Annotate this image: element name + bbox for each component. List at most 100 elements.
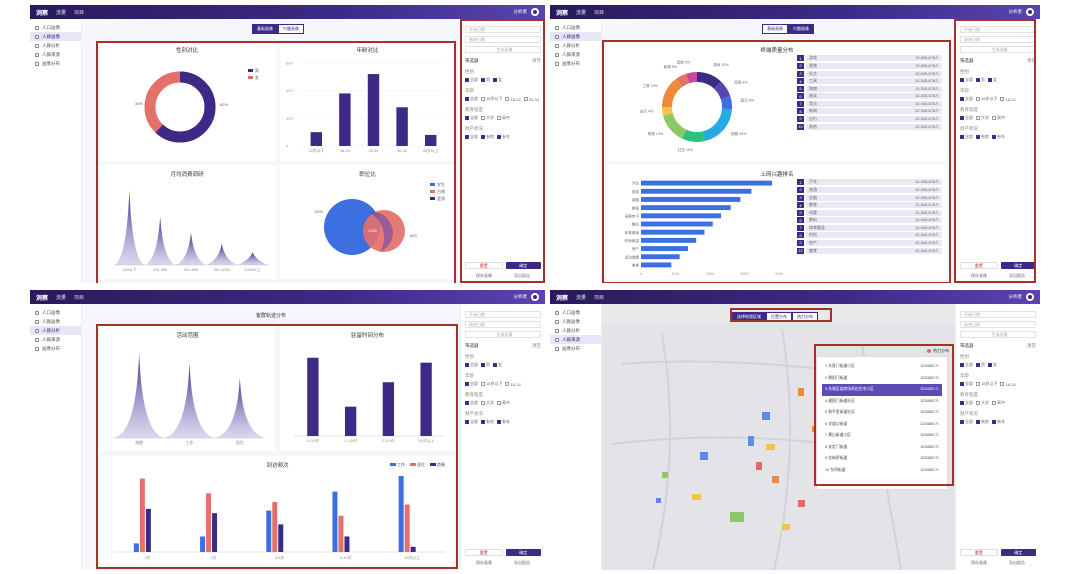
generate-button[interactable]: 生成画像 (465, 46, 541, 53)
age-opt-all[interactable]: 全部 (960, 96, 973, 102)
sidebar-item-distribution[interactable]: 画像分布 (550, 59, 601, 68)
gender-opt-female[interactable]: 女 (493, 77, 502, 83)
export-report-link[interactable]: 导出报告 (1009, 560, 1025, 565)
user-avatar-icon[interactable] (531, 8, 539, 16)
sidebar-item-crowd-source[interactable]: 人群来源 (550, 335, 601, 344)
sidebar-item-crowd-analysis[interactable]: 人群分析 (30, 326, 81, 335)
age-opt-1[interactable]: 18岁以下 (481, 96, 502, 102)
place-row[interactable]: 4 建国门街道社区 3234567人 (822, 396, 942, 408)
user-name[interactable]: 分析者 (1008, 9, 1023, 14)
save-profile-link[interactable]: 保存画像 (971, 560, 987, 565)
sidebar-item-population[interactable]: 人口画像 (550, 23, 601, 32)
gender-opt-all[interactable]: 全部 (960, 362, 973, 368)
edu-opt-all[interactable]: 全部 (960, 400, 973, 406)
sidebar-item-crowd-analysis[interactable]: 人群分析 (550, 326, 601, 335)
rank-row[interactable]: 7 体育健身 12,345,678人 (797, 224, 942, 231)
place-row[interactable]: 5 和平里街道社区 3234567人 (822, 407, 942, 419)
nav-item-project[interactable]: 项目 (74, 9, 85, 16)
edu-opt-all[interactable]: 全部 (465, 400, 478, 406)
age-opt-1[interactable]: 18岁以下 (976, 381, 997, 387)
sidebar-item-population[interactable]: 人口画像 (30, 23, 81, 32)
sidebar-item-crowd-profile[interactable]: 人群画像 (550, 317, 601, 326)
sidebar-item-crowd-profile[interactable]: 人群画像 (30, 317, 81, 326)
edu-opt-1[interactable]: 大学 (481, 400, 494, 406)
gender-opt-female[interactable]: 女 (988, 362, 997, 368)
prop-opt-all[interactable]: 全部 (465, 134, 478, 140)
rank-row[interactable]: 5 母婴 12,345,678人 (797, 209, 942, 216)
prop-opt-all[interactable]: 全部 (465, 419, 478, 425)
prop-opt-1[interactable]: 有房 (481, 419, 494, 425)
edu-opt-2[interactable]: 高中 (497, 400, 510, 406)
rank-row[interactable]: 2 旅游 12,345,678人 (797, 186, 942, 194)
sidebar-item-distribution[interactable]: 画像分布 (30, 344, 81, 353)
rank-row[interactable]: 10 美食 12,345,678人 (797, 247, 942, 254)
prop-opt-2[interactable]: 有车 (497, 419, 510, 425)
rank-row[interactable]: 4 教育 12,345,678人 (797, 202, 942, 209)
user-name[interactable]: 分析者 (1008, 294, 1023, 299)
sidebar-item-crowd-profile[interactable]: 人群画像 (30, 32, 81, 41)
place-row[interactable]: 10 东四街道 3234567人 (822, 465, 942, 477)
nav-item-project[interactable]: 项目 (594, 294, 605, 301)
rank-row[interactable]: 6 阅读 12,345,678人 (797, 93, 942, 100)
tab-interest[interactable]: 兴趣画像 (788, 24, 814, 34)
edu-opt-all[interactable]: 全部 (465, 115, 478, 121)
edu-opt-1[interactable]: 大学 (976, 115, 989, 121)
tab-basic[interactable]: 基础画像 (762, 24, 788, 34)
export-report-link[interactable]: 导出报告 (1009, 273, 1025, 278)
start-date-input[interactable]: 开始日期 (465, 311, 541, 318)
place-row[interactable]: 1 东直门街道小区 3234567人 (822, 361, 942, 373)
rank-row[interactable]: 6 数码 12,345,678人 (797, 217, 942, 224)
sidebar-item-crowd-source[interactable]: 人群来源 (30, 335, 81, 344)
nav-item-flow[interactable]: 流量 (576, 294, 587, 301)
user-avatar-icon[interactable] (1026, 8, 1034, 16)
rank-row[interactable]: 10 其他 12,345,678人 (797, 123, 942, 130)
gender-opt-male[interactable]: 男 (976, 362, 985, 368)
place-row[interactable]: 2 朝阳门街道 3234567人 (822, 373, 942, 385)
user-avatar-icon[interactable] (1026, 293, 1034, 301)
edu-opt-1[interactable]: 大学 (481, 115, 494, 121)
edu-opt-2[interactable]: 高中 (497, 115, 510, 121)
rank-row[interactable]: 5 购物 12,345,678人 (797, 85, 942, 92)
gender-opt-female[interactable]: 女 (493, 362, 502, 368)
generate-button[interactable]: 生成画像 (960, 331, 1036, 338)
age-opt-2[interactable]: 18-24 (1000, 381, 1016, 387)
rank-row[interactable]: 8 时尚 12,345,678人 (797, 232, 942, 239)
nav-item-flow[interactable]: 流量 (56, 9, 67, 16)
rank-row[interactable]: 9 房产 12,345,678人 (797, 239, 942, 247)
age-opt-1[interactable]: 18岁以下 (481, 381, 502, 387)
nav-item-project[interactable]: 项目 (594, 9, 605, 16)
sidebar-item-population[interactable]: 人口画像 (30, 308, 81, 317)
end-date-input[interactable]: 结束日期 (465, 36, 541, 43)
gender-opt-male[interactable]: 男 (481, 362, 490, 368)
rank-row[interactable]: 4 工具 12,345,678人 (797, 78, 942, 85)
rank-row[interactable]: 1 游戏 12,345,678人 (797, 55, 942, 62)
gender-opt-male[interactable]: 男 (976, 77, 985, 83)
prop-opt-2[interactable]: 有车 (992, 134, 1005, 140)
rank-row[interactable]: 9 出行 12,345,678人 (797, 115, 942, 123)
gender-opt-all[interactable]: 全部 (960, 77, 973, 83)
place-row[interactable]: 7 景山街道小区 3234567人 (822, 430, 942, 442)
prop-opt-2[interactable]: 有车 (992, 419, 1005, 425)
rank-row[interactable]: 3 金融 12,345,678人 (797, 194, 942, 201)
export-report-link[interactable]: 导出报告 (514, 560, 530, 565)
sidebar-item-crowd-profile[interactable]: 人群画像 (550, 32, 601, 41)
clear-link[interactable]: 清空 (532, 343, 541, 348)
tab-interest[interactable]: 兴趣画像 (278, 24, 304, 34)
prop-opt-1[interactable]: 有房 (976, 419, 989, 425)
start-date-input[interactable]: 开始日期 (465, 26, 541, 33)
gender-opt-all[interactable]: 全部 (465, 77, 478, 83)
generate-button[interactable]: 生成画像 (465, 331, 541, 338)
clear-link[interactable]: 清空 (1027, 343, 1036, 348)
sidebar-item-crowd-analysis[interactable]: 人群分析 (550, 41, 601, 50)
rank-row[interactable]: 8 新闻 12,345,678人 (797, 108, 942, 115)
map-area[interactable]: 选择地理区域 位置分布 热力分布 热力分布 1 东直门街道小区 3234567人 2… (602, 304, 955, 570)
place-row[interactable]: 6 交道口街道 3234567人 (822, 419, 942, 431)
reset-button[interactable]: 重置 (465, 549, 503, 556)
nav-item-flow[interactable]: 流量 (576, 9, 587, 16)
age-opt-all[interactable]: 全部 (465, 381, 478, 387)
place-row[interactable]: 3 东城区某商场周边住宅小区 3234567人 (822, 384, 942, 396)
gender-opt-male[interactable]: 男 (481, 77, 490, 83)
reset-button[interactable]: 重置 (960, 262, 998, 269)
sidebar-item-population[interactable]: 人口画像 (550, 308, 601, 317)
tab-basic[interactable]: 基础画像 (252, 24, 278, 34)
